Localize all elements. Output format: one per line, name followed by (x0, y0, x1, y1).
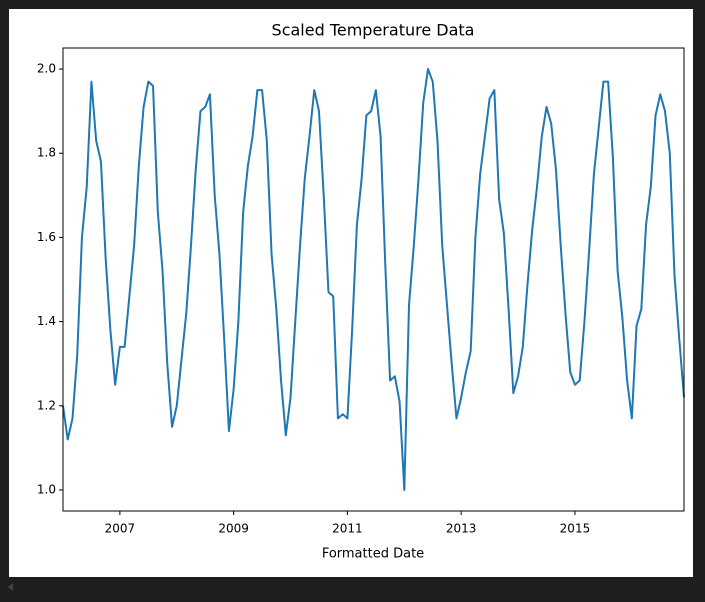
line-series (62, 68, 685, 491)
y-tick-label: 2.0 (37, 62, 56, 76)
x-axis-label: Formatted Date (322, 547, 424, 562)
figure (9, 9, 693, 577)
x-tick-label: 2013 (446, 522, 477, 536)
plot-frame (62, 47, 685, 512)
y-tick-label: 1.6 (37, 230, 56, 244)
chart-title: Scaled Temperature Data (272, 21, 475, 40)
y-tick-label: 1.4 (37, 314, 56, 328)
x-tick-label: 2007 (105, 522, 136, 536)
y-tick-label: 1.2 (37, 398, 56, 412)
x-tick-label: 2011 (332, 522, 363, 536)
scroll-arrow (8, 583, 13, 591)
y-tick-label: 1.0 (37, 482, 56, 496)
x-tick-label: 2015 (560, 522, 591, 536)
x-tick-label: 2009 (218, 522, 249, 536)
y-tick-label: 1.8 (37, 146, 56, 160)
